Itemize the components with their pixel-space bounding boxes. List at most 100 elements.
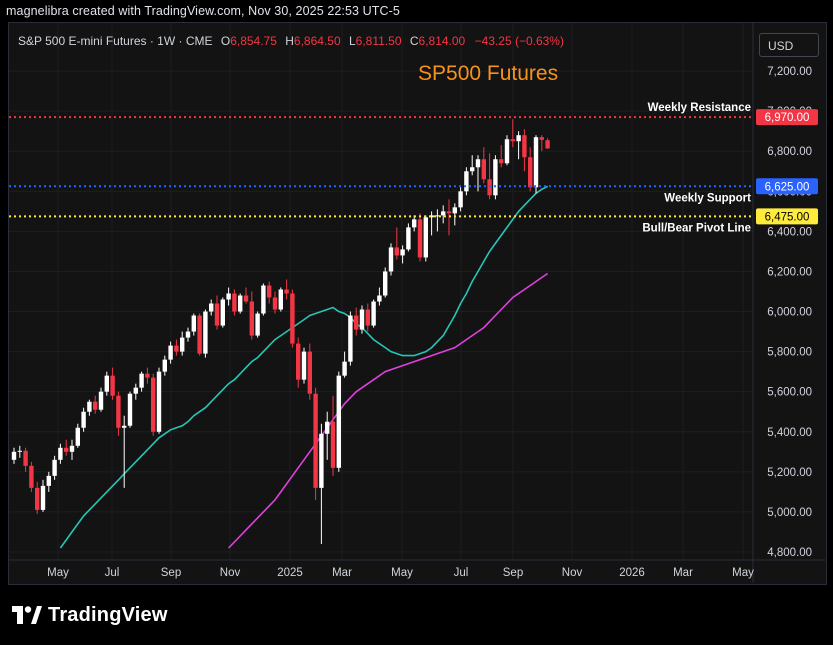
y-tick-label: 5,600.00 (767, 387, 812, 399)
candle-body (185, 331, 191, 338)
header-text: magnelibra created with TradingView.com,… (6, 4, 400, 18)
candle-body (319, 433, 324, 488)
y-tick-label: 5,400.00 (767, 427, 812, 439)
currency-button[interactable]: USD (759, 33, 819, 57)
symbol-legend: S&P 500 E-mini Futures · 1W · CME O6,854… (18, 34, 564, 48)
low-key: L (348, 34, 356, 48)
candle-body (290, 293, 295, 344)
x-tick-label: Jul (454, 567, 469, 579)
candle-body (313, 393, 318, 488)
candle-body (104, 375, 109, 392)
y-tick-label: 7,200.00 (767, 66, 812, 78)
candle-body (278, 289, 283, 310)
candle-body (87, 401, 92, 412)
candle-body (464, 171, 469, 192)
level-name: Bull/Bear Pivot Line (642, 222, 751, 234)
candle-body (377, 295, 382, 302)
x-tick-label: May (732, 567, 754, 579)
x-tick-label: Jul (105, 567, 120, 579)
candle-body (301, 351, 307, 380)
candle-body (162, 359, 167, 372)
candle-body (539, 137, 544, 140)
level-name: Weekly Support (664, 192, 751, 204)
candle-body (116, 395, 121, 428)
moving-average-slow-line (228, 272, 549, 549)
y-tick-label: 5,000.00 (767, 507, 812, 519)
open-value: 6,854.75 (230, 34, 277, 48)
candle-body (81, 411, 86, 428)
x-tick-label: 2025 (277, 567, 303, 579)
candle-body (261, 285, 266, 314)
candle-body (35, 487, 40, 510)
level-price-label: 6,475.00 (765, 211, 810, 223)
candle-body (446, 211, 452, 214)
candle-body (359, 309, 365, 330)
candle-body (429, 215, 434, 218)
candle-body (330, 421, 336, 468)
candle-body (69, 445, 75, 452)
x-tick-label: Sep (503, 567, 523, 579)
y-tick-label: 5,200.00 (767, 467, 812, 479)
candle-body (98, 391, 104, 410)
candle-body (249, 301, 254, 336)
chart-pane[interactable] (8, 22, 827, 585)
candle-body (284, 289, 289, 294)
candle-body (145, 373, 150, 378)
level-price-label: 6,625.00 (765, 181, 810, 193)
candle-body (522, 135, 527, 158)
candle-body (191, 315, 196, 332)
candle-body (493, 159, 498, 196)
y-tick-label: 5,800.00 (767, 347, 812, 359)
level-price-tag (756, 208, 818, 225)
candle-body (243, 295, 249, 302)
close-value: 6,814.00 (418, 34, 466, 48)
candle-body (388, 247, 394, 272)
candle-body (17, 450, 22, 452)
candle-body (342, 361, 347, 376)
tradingview-logo[interactable]: TradingView (12, 603, 168, 627)
candle-body (325, 421, 330, 434)
candle-body (412, 219, 417, 228)
candle-body (139, 373, 144, 388)
y-tick-label: 6,800.00 (767, 146, 812, 158)
candle-body (226, 293, 231, 300)
x-tick-label: Nov (220, 567, 241, 579)
candle-body (348, 315, 353, 362)
candle-body (528, 157, 533, 188)
candle-body (336, 375, 341, 468)
candle-body (417, 219, 423, 258)
candle-body (255, 313, 260, 336)
candle-body (435, 215, 440, 217)
tradingview-mark-icon (12, 606, 42, 624)
candle-body (214, 303, 220, 326)
candle-body (423, 217, 428, 258)
candle-body (168, 345, 173, 360)
high-value: 6,864.50 (293, 34, 341, 48)
candle-body (504, 139, 510, 164)
candle-body (307, 351, 312, 394)
candle-body (174, 345, 179, 352)
candle-body (64, 447, 69, 452)
x-tick-label: May (391, 567, 413, 579)
candle-body (156, 371, 162, 432)
y-tick-label: 6,000.00 (767, 307, 812, 319)
candle-body (203, 311, 208, 354)
symbol-name[interactable]: S&P 500 E-mini Futures · 1W · CME (18, 34, 213, 48)
candle-body (46, 475, 51, 486)
level-price-tag (756, 178, 818, 195)
candle-body (441, 211, 446, 216)
level-name: Weekly Resistance (648, 102, 751, 114)
x-tick-label: Sep (161, 567, 181, 579)
candle-body (122, 425, 127, 428)
change-value: −43.25 (−0.63%) (474, 34, 564, 48)
candle-body (533, 137, 539, 188)
y-tick-label: 6,200.00 (767, 266, 812, 278)
x-tick-label: Mar (673, 567, 693, 579)
candle-body (133, 387, 138, 394)
candle-body (452, 207, 457, 214)
candle-body (475, 159, 481, 168)
candle-body (110, 375, 115, 396)
candle-body (510, 139, 515, 142)
candle-body (296, 343, 301, 380)
